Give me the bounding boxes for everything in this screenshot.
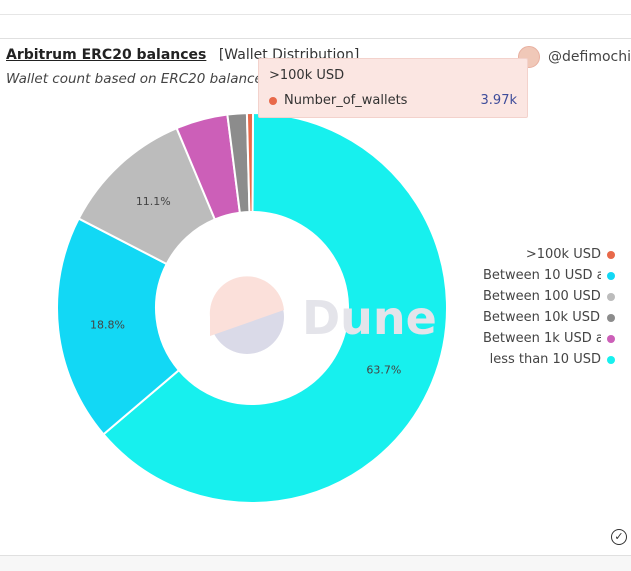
legend-label: Between 10 USD and 100 USD [483,268,601,283]
legend-dot-icon [607,334,615,343]
legend-item[interactable]: Between 10 USD and 100 USD [455,265,615,286]
legend-label: Between 100 USD and 1k USD [483,289,601,304]
legend-item[interactable]: Between 10k USD and 100k USD [455,307,615,328]
legend-dot-icon [607,355,615,364]
legend-item[interactable]: Between 100 USD and 1k USD [455,286,615,307]
legend-dot-icon [607,313,615,322]
chart-subtitle: Wallet count based on ERC20 balance [6,71,263,87]
legend-dot-icon [607,250,615,259]
slice-percent-label: 18.8% [90,319,125,332]
chart-legend: >100k USD Between 10 USD and 100 USD Betwe… [455,244,615,370]
slice-percent-label: 63.7% [366,363,401,376]
tooltip-series-dot [269,97,277,105]
tooltip-value: 3.97k [480,93,517,108]
dune-watermark: Dune [302,291,437,345]
bottom-bar [0,556,631,571]
donut-slice[interactable] [245,112,255,214]
author-handle: @defimochi [548,49,631,65]
donut-slice[interactable] [102,111,448,504]
legend-item[interactable]: >100k USD [455,244,615,265]
legend-label: Between 1k USD and 10k USD [483,331,601,346]
tooltip-category: >100k USD [269,68,345,83]
legend-item[interactable]: Between 1k USD and 10k USD [455,328,615,349]
checkmark-icon[interactable]: ✓ [611,529,627,545]
tooltip-series-name: Number_of_wallets [284,93,408,108]
legend-label: less than 10 USD [489,352,601,367]
top-bar [0,0,631,15]
slice-percent-label: 11.1% [136,195,171,208]
legend-label: >100k USD [525,247,601,262]
chart-title-link[interactable]: Arbitrum ERC20 balances [6,47,207,63]
legend-dot-icon [607,292,615,301]
chart-tooltip: >100k USD Number_of_wallets 3.97k [258,58,528,118]
dune-logo-icon [209,276,284,354]
legend-dot-icon [607,271,615,280]
legend-item[interactable]: less than 10 USD [455,349,615,370]
legend-label: Between 10k USD and 100k USD [483,310,601,325]
donut-slice[interactable] [56,217,181,436]
